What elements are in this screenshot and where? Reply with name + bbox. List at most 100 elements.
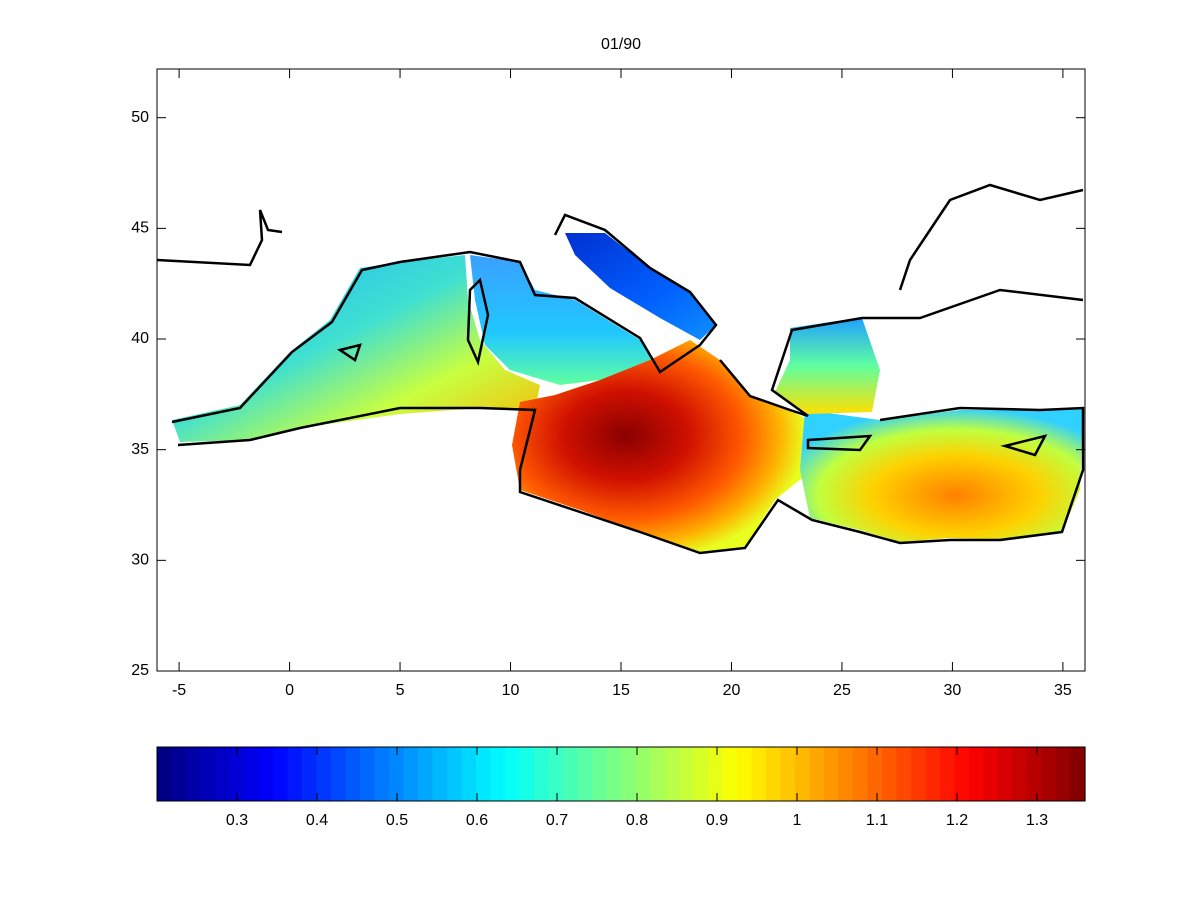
coastline	[157, 183, 1085, 555]
colorbar-frame	[156, 746, 1086, 802]
colorbar-tick-label: 1.3	[1026, 812, 1048, 829]
colorbar-cell	[664, 747, 680, 801]
colorbar-cell	[273, 747, 289, 801]
colorbar-cell	[157, 747, 173, 801]
colorbar-cell	[954, 747, 970, 801]
colorbar-cell	[548, 747, 564, 801]
colorbar-cell	[867, 747, 883, 801]
colorbar-cell	[983, 747, 999, 801]
colorbar-cell	[766, 747, 782, 801]
colorbar-cell	[229, 747, 245, 801]
y-tick-label: 25	[131, 662, 149, 679]
colorbar-cell	[432, 747, 448, 801]
x-tick-label: 25	[833, 682, 851, 699]
colorbar-tick-label: 1.2	[946, 812, 968, 829]
tyrrhenian	[470, 255, 660, 385]
colorbar-cell	[461, 747, 477, 801]
colorbar-cell	[360, 747, 376, 801]
colorbar-cell	[403, 747, 419, 801]
colorbar-cell	[969, 747, 985, 801]
colorbar-tick-label: 0.7	[546, 812, 568, 829]
colorbar-cell	[200, 747, 216, 801]
colorbar-cell	[650, 747, 666, 801]
colorbar-cell	[751, 747, 767, 801]
colorbar-cell	[1027, 747, 1043, 801]
sea-field	[157, 183, 1085, 555]
colorbar-cell	[447, 747, 463, 801]
colorbar-cell	[1012, 747, 1028, 801]
aegean	[775, 318, 880, 414]
chart-title: 01/90	[601, 36, 641, 53]
ionian	[512, 340, 812, 552]
colorbar-cell	[316, 747, 332, 801]
colorbar-cell	[186, 747, 202, 801]
x-tick-label: 30	[944, 682, 962, 699]
colorbar-cell	[171, 747, 187, 801]
colorbar-cell	[693, 747, 709, 801]
colorbar-cell	[389, 747, 405, 801]
colorbar-cell	[302, 747, 318, 801]
x-tick-label: -5	[172, 682, 186, 699]
colorbar-cell	[1056, 747, 1072, 801]
x-tick-label: 20	[723, 682, 741, 699]
y-tick-label: 50	[131, 109, 149, 126]
colorbar-tick-label: 1.1	[866, 812, 888, 829]
colorbar-cell	[374, 747, 390, 801]
colorbar-cell	[519, 747, 535, 801]
y-tick-label: 40	[131, 330, 149, 347]
colorbar-cell	[505, 747, 521, 801]
colorbar-cell	[331, 747, 347, 801]
colorbar-cell	[940, 747, 956, 801]
colorbar-cell	[911, 747, 927, 801]
colorbar-cell	[998, 747, 1014, 801]
colorbar-cell	[679, 747, 695, 801]
colorbar-tick-label: 1	[793, 812, 802, 829]
colorbar-cell	[795, 747, 811, 801]
colorbar-cell	[722, 747, 738, 801]
colorbar-cell	[418, 747, 434, 801]
x-tick-label: 10	[502, 682, 520, 699]
colorbar-cell	[1041, 747, 1057, 801]
colorbar-cell	[1070, 747, 1086, 801]
y-tick-label: 35	[131, 441, 149, 458]
colorbar-cell	[215, 747, 231, 801]
colorbar-cell	[592, 747, 608, 801]
colorbar-cell	[838, 747, 854, 801]
colorbar-cell	[737, 747, 753, 801]
x-tick-label: 0	[285, 682, 294, 699]
y-tick-label: 30	[131, 552, 149, 569]
colorbar-cell	[577, 747, 593, 801]
colorbar-cell	[635, 747, 651, 801]
colorbar-cell	[490, 747, 506, 801]
colorbar-cell	[708, 747, 724, 801]
colorbar-tick-label: 0.8	[626, 812, 648, 829]
x-tick-label: 5	[396, 682, 405, 699]
colorbar-cell	[563, 747, 579, 801]
colorbar-cell	[244, 747, 260, 801]
x-tick-label: 35	[1054, 682, 1072, 699]
colorbar-tick-label: 0.9	[706, 812, 728, 829]
colorbar-cell	[824, 747, 840, 801]
colorbar-cell	[925, 747, 941, 801]
colorbar-cell	[621, 747, 637, 801]
colorbar-cell	[606, 747, 622, 801]
colorbar-tick-label: 0.5	[386, 812, 408, 829]
x-tick-label: 15	[612, 682, 630, 699]
colorbar-cell	[476, 747, 492, 801]
colorbar-cell	[809, 747, 825, 801]
colorbar-cell	[896, 747, 912, 801]
colorbar-cell	[882, 747, 898, 801]
colorbar-cell	[853, 747, 869, 801]
western-basin	[172, 255, 540, 442]
colorbar-cell	[780, 747, 796, 801]
levantine	[800, 408, 1083, 542]
y-tick-label: 45	[131, 220, 149, 237]
colorbar-cell	[345, 747, 361, 801]
colorbar-cell	[258, 747, 274, 801]
colorbar-tick-label: 0.6	[466, 812, 488, 829]
colorbar-tick-label: 0.3	[226, 812, 248, 829]
adriatic	[565, 233, 716, 340]
colorbar-cell	[534, 747, 550, 801]
